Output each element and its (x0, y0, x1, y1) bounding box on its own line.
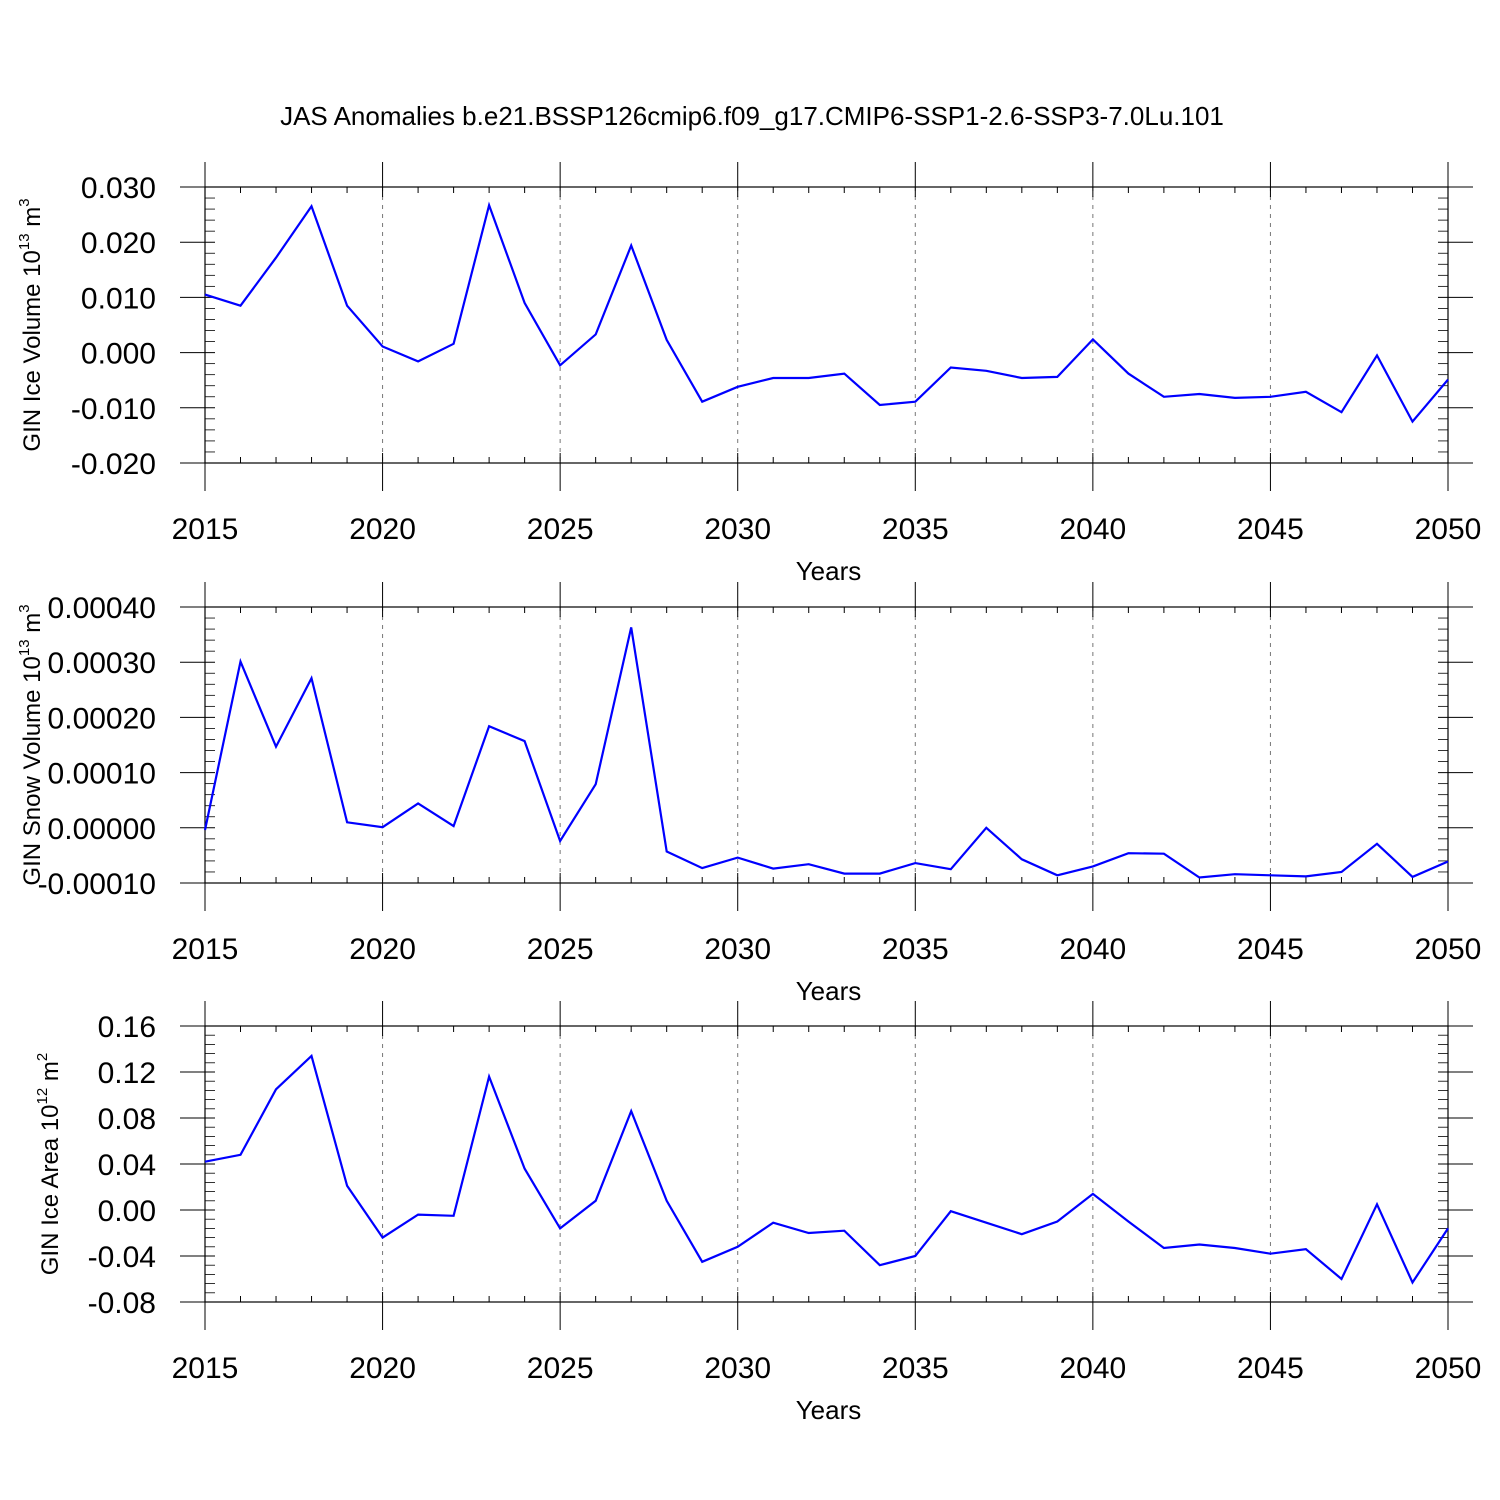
x-axis-label: Years (796, 976, 862, 1006)
y-tick-label: 0.00020 (48, 702, 156, 735)
y-axis-label: GIN Ice Volume 1013 m3 (16, 198, 46, 451)
x-tick-label: 2035 (882, 1352, 949, 1385)
series-line (203, 627, 1449, 879)
x-tick-label: 2025 (527, 933, 594, 966)
y-label-text: GIN Ice Volume 10 (19, 250, 46, 451)
y-label-unit-exponent: 3 (16, 604, 33, 612)
y-tick-label: 0.030 (81, 172, 156, 205)
y-tick-label: 0.000 (81, 338, 156, 371)
y-tick-label: 0.12 (98, 1057, 156, 1090)
x-tick-label: 2040 (1059, 933, 1126, 966)
y-label-unit-exponent: 2 (34, 1053, 51, 1061)
y-axis-label: GIN Snow Volume 1013 m3 (16, 604, 46, 885)
x-tick-label: 2050 (1415, 513, 1482, 546)
x-tick-label: 2040 (1059, 1352, 1126, 1385)
plot-frame (204, 186, 1449, 464)
x-tick-label: 2050 (1415, 1352, 1482, 1385)
y-tick-label: 0.16 (98, 1011, 156, 1044)
y-label-unit-exponent: 3 (16, 198, 33, 206)
x-tick-label: 2030 (704, 513, 771, 546)
x-tick-label: 2050 (1415, 933, 1482, 966)
x-axis-label: Years (796, 1395, 862, 1425)
y-tick-label: 0.04 (98, 1149, 156, 1182)
y-label-unit: m (19, 613, 46, 640)
y-label-exponent: 12 (34, 1088, 51, 1105)
y-tick-label: 0.08 (98, 1103, 156, 1136)
y-tick-label: 0.00000 (48, 813, 156, 846)
series-line (204, 1053, 1449, 1285)
y-tick-label: -0.010 (71, 393, 156, 426)
x-tick-label: 2030 (704, 933, 771, 966)
y-tick-label: -0.04 (88, 1241, 156, 1274)
y-label-exponent: 13 (16, 233, 33, 250)
x-tick-label: 2035 (882, 513, 949, 546)
y-label-exponent: 13 (16, 639, 33, 656)
figure-title: JAS Anomalies b.e21.BSSP126cmip6.f09_g17… (280, 101, 1224, 131)
x-tick-label: 2045 (1237, 513, 1304, 546)
x-tick-label: 2045 (1237, 933, 1304, 966)
x-axis-label: Years (796, 556, 862, 586)
x-tick-label: 2035 (882, 933, 949, 966)
y-tick-label: 0.00010 (48, 758, 156, 791)
y-tick-label: 0.00040 (48, 592, 156, 625)
y-tick-label: -0.00010 (38, 868, 156, 901)
x-tick-label: 2015 (172, 933, 239, 966)
x-tick-label: 2030 (704, 1352, 771, 1385)
y-label-text: GIN Ice Area 10 (37, 1104, 64, 1275)
x-tick-label: 2025 (527, 513, 594, 546)
x-tick-label: 2020 (349, 1352, 416, 1385)
x-tick-label: 2040 (1059, 513, 1126, 546)
y-label-unit: m (37, 1061, 64, 1088)
x-tick-label: 2015 (172, 513, 239, 546)
chart-panel-3: 2015 2020 2025 2030 2035 2040 2045 2050 0.16 0.12… (34, 1001, 1481, 1425)
y-axis-label: GIN Ice Area 1012 m2 (34, 1053, 64, 1275)
x-tick-label: 2020 (349, 933, 416, 966)
chart-panel-1: 2015 2020 2025 2030 2035 2040 2045 2050 0.030 0.0… (16, 162, 1481, 586)
y-tick-label: 0.020 (81, 227, 156, 260)
x-tick-label: 2020 (349, 513, 416, 546)
x-tick-label: 2015 (172, 1352, 239, 1385)
x-tick-label: 2045 (1237, 1352, 1304, 1385)
panels: 2015 2020 2025 2030 2035 2040 2045 2050 0.030 0.0… (16, 162, 1481, 1425)
y-tick-label: 0.010 (81, 282, 156, 315)
chart-panel-2: 2015 2020 2025 2030 2035 2040 2045 2050 0.00040 0… (16, 582, 1481, 1006)
y-tick-label: -0.08 (88, 1287, 156, 1320)
y-tick-label: 0.00030 (48, 647, 156, 680)
series-line (204, 201, 1449, 424)
y-label-text: GIN Snow Volume 10 (19, 656, 46, 885)
plot-frame (204, 1025, 1449, 1303)
y-tick-label: -0.020 (71, 448, 156, 481)
y-label-unit: m (19, 207, 46, 234)
x-tick-label: 2025 (527, 1352, 594, 1385)
plot-frame (204, 606, 1449, 884)
y-tick-label: 0.00 (98, 1195, 156, 1228)
